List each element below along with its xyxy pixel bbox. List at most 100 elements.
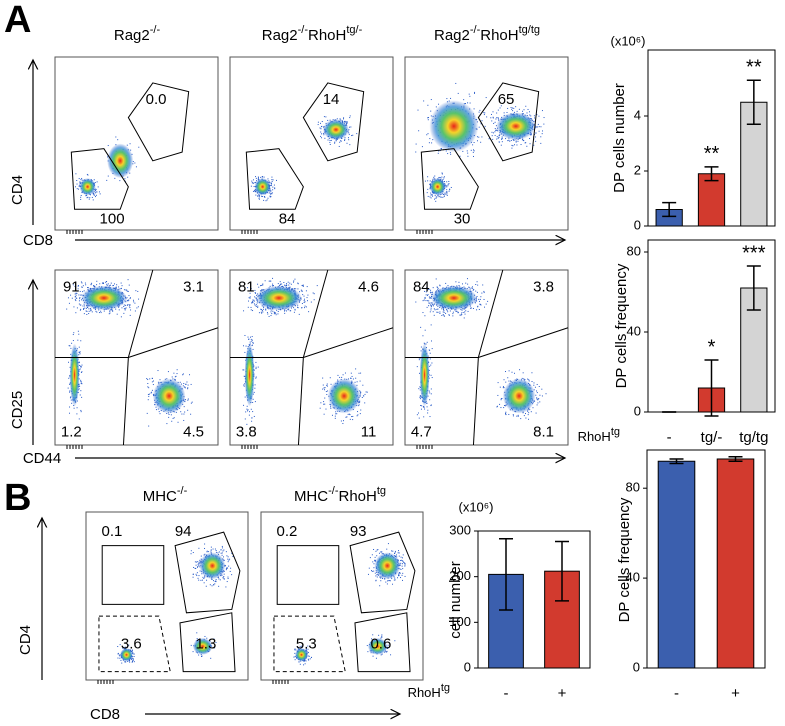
event-dot — [430, 405, 432, 407]
event-dot — [344, 120, 346, 122]
event-dot — [449, 189, 451, 191]
event-dot — [474, 302, 476, 304]
event-dot — [148, 387, 150, 389]
event-dot — [269, 181, 271, 183]
event-dot — [123, 304, 125, 306]
event-dot — [69, 390, 71, 392]
event-dot — [97, 186, 99, 188]
event-dot — [307, 294, 309, 296]
axis-label: CD4 — [17, 625, 34, 655]
event-dot — [505, 413, 507, 415]
event-dot — [67, 387, 69, 389]
event-dot — [441, 172, 443, 174]
event-dot — [173, 372, 175, 374]
event-dot — [82, 291, 84, 293]
event-dot — [429, 358, 431, 360]
event-dot — [255, 377, 257, 379]
event-dot — [249, 296, 251, 298]
text-segment: tg/- — [346, 24, 362, 36]
event-dot — [446, 194, 448, 196]
event-dot — [342, 423, 344, 425]
event-dot — [543, 123, 545, 125]
event-dot — [431, 377, 433, 379]
event-dot — [492, 138, 494, 140]
event-dot — [258, 286, 260, 288]
event-dot — [505, 138, 507, 140]
event-dot — [535, 136, 537, 138]
event-dot — [171, 376, 173, 378]
event-dot — [540, 136, 542, 138]
event-dot — [535, 132, 537, 134]
event-dot — [168, 416, 170, 418]
event-dot — [335, 413, 337, 415]
event-dot — [350, 377, 352, 379]
event-dot — [274, 188, 276, 190]
text-segment: RhoH — [480, 27, 518, 44]
event-dot — [445, 150, 447, 152]
event-dot — [321, 120, 323, 122]
event-dot — [190, 413, 192, 415]
event-dot — [326, 385, 328, 387]
event-dot — [105, 281, 107, 283]
event-dot — [537, 123, 539, 125]
event-dot — [149, 378, 151, 380]
event-dot — [348, 132, 350, 134]
event-dot — [246, 423, 248, 425]
event-dot — [360, 391, 362, 393]
event-dot — [478, 136, 480, 138]
event-dot — [430, 340, 432, 342]
event-dot — [320, 133, 322, 135]
event-dot — [497, 117, 499, 119]
event-dot — [304, 307, 306, 309]
event-dot — [493, 122, 495, 124]
event-dot — [419, 396, 421, 398]
event-dot — [334, 142, 336, 144]
gate-value: 3.8 — [236, 424, 257, 441]
event-dot — [130, 149, 132, 151]
event-dot — [481, 292, 483, 294]
event-dot — [439, 177, 441, 179]
event-dot — [339, 376, 341, 378]
event-dot — [360, 372, 362, 374]
event-dot — [127, 299, 129, 301]
event-dot — [96, 181, 98, 183]
event-dot — [246, 408, 248, 410]
event-dot — [110, 282, 112, 284]
event-dot — [363, 395, 365, 397]
event-dot — [463, 317, 465, 319]
event-dot — [420, 350, 422, 352]
event-dot — [349, 414, 351, 416]
event-dot — [349, 126, 351, 128]
event-dot — [499, 386, 501, 388]
event-dot — [476, 309, 478, 311]
event-dot — [173, 417, 175, 419]
event-dot — [355, 377, 357, 379]
event-dot — [301, 303, 303, 305]
event-dot — [429, 138, 431, 140]
text-segment: Rag2 — [262, 27, 298, 44]
event-dot — [322, 132, 324, 134]
event-dot — [286, 283, 288, 285]
event-dot — [356, 381, 358, 383]
event-dot — [416, 414, 418, 416]
event-dot — [80, 294, 82, 296]
event-dot — [423, 416, 425, 418]
event-dot — [290, 310, 292, 312]
event-dot — [519, 369, 521, 371]
event-dot — [86, 173, 88, 175]
event-dot — [501, 141, 503, 143]
event-dot — [252, 301, 254, 303]
event-dot — [478, 300, 480, 302]
event-dot — [248, 297, 250, 299]
event-dot — [125, 307, 127, 309]
gate — [70, 148, 129, 210]
event-dot — [248, 300, 250, 302]
event-dot — [336, 413, 338, 415]
flow-events — [415, 278, 547, 420]
event-dot — [124, 309, 126, 311]
event-dot — [341, 376, 343, 378]
event-dot — [111, 309, 113, 311]
event-dot — [416, 366, 418, 368]
event-dot — [251, 182, 253, 184]
event-dot — [430, 292, 432, 294]
